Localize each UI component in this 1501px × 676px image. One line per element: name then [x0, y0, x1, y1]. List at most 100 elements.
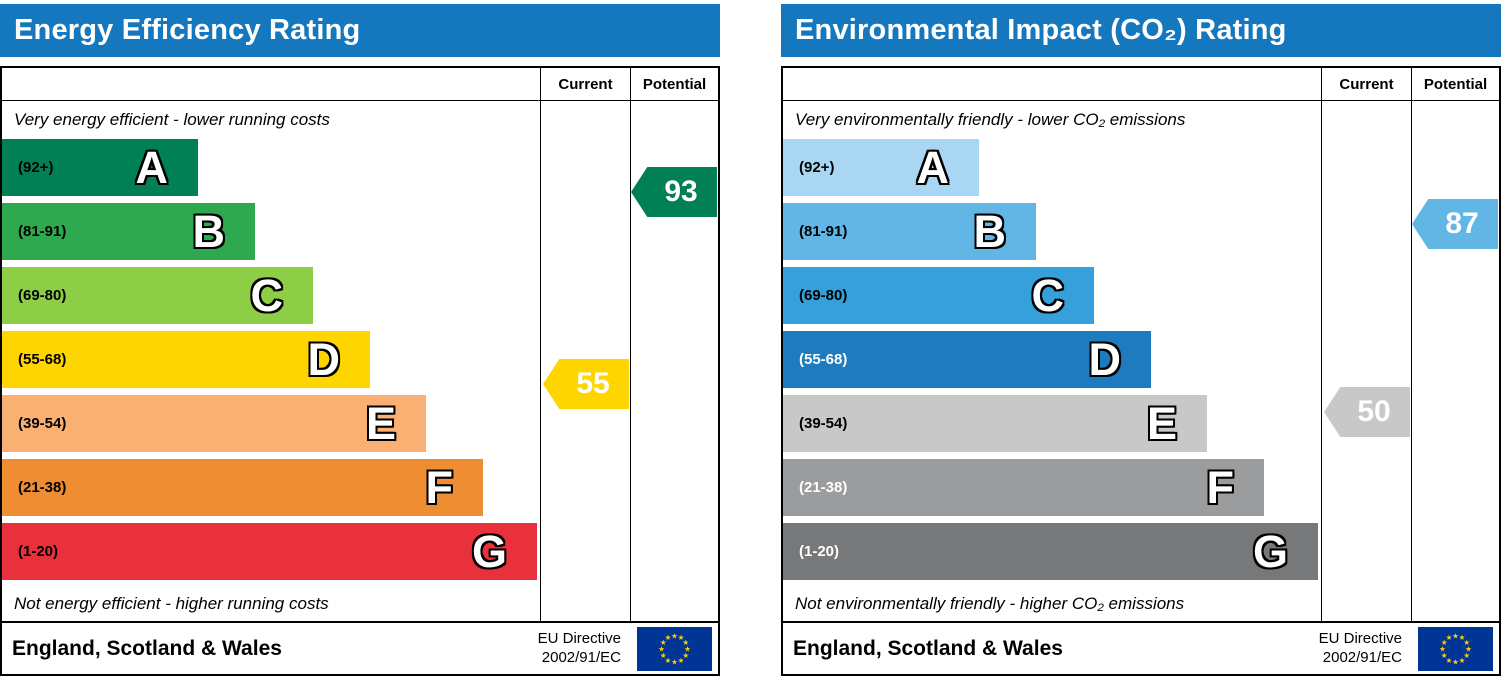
- column-header-current: Current: [1321, 68, 1411, 101]
- band-range: (69-80): [799, 287, 848, 304]
- band-letter: F: [1206, 462, 1235, 513]
- eu-directive-line1: EU Directive: [1318, 629, 1402, 647]
- svg-text:★: ★: [665, 655, 672, 664]
- panel-header: Energy Efficiency Rating: [0, 4, 720, 57]
- eu-flag-stars: ★ ★★ ★★★ ★★★ ★★★: [658, 631, 691, 666]
- band-letter: A: [916, 142, 950, 193]
- band-bar-g: (1-20) G: [2, 523, 537, 580]
- svg-text:★: ★: [1446, 633, 1453, 642]
- band-range: (92+): [799, 159, 835, 176]
- svg-text:★: ★: [1441, 651, 1448, 660]
- band-row-c: (69-80) C: [2, 267, 540, 331]
- eu-directive-label: EU Directive 2002/91/EC: [1319, 630, 1402, 668]
- table-footer: England, Scotland & Wales EU Directive 2…: [783, 621, 1499, 674]
- band-letter: A: [135, 142, 169, 193]
- band-row-e: (39-54) E: [2, 395, 540, 459]
- band-bar-e: (39-54) E: [783, 395, 1207, 452]
- band-letter: E: [1146, 398, 1177, 449]
- band-row-a: (92+) A: [2, 139, 540, 203]
- band-row-g: (1-20) G: [2, 523, 540, 587]
- band-range: (21-38): [18, 479, 67, 496]
- band-row-d: (55-68) D: [783, 331, 1321, 395]
- current-rating-arrow: 50: [1324, 387, 1410, 437]
- svg-text:★: ★: [682, 638, 689, 647]
- svg-text:★: ★: [1459, 633, 1466, 642]
- band-bar-c: (69-80) C: [2, 267, 313, 324]
- band-letter: C: [250, 270, 284, 321]
- band-range: (39-54): [799, 415, 848, 432]
- panel-header: Environmental Impact (CO₂) Rating: [781, 4, 1501, 57]
- band-letter: G: [471, 526, 507, 577]
- panel-title: Energy Efficiency Rating: [14, 14, 361, 46]
- note-bottom: Not energy efficient - higher running co…: [14, 594, 329, 613]
- band-bar-d: (55-68) D: [2, 331, 370, 388]
- band-bar-g: (1-20) G: [783, 523, 1318, 580]
- band-letter: F: [425, 462, 454, 513]
- band-range: (92+): [18, 159, 54, 176]
- eu-directive-line1: EU Directive: [537, 629, 621, 647]
- rating-table: Current Potential Very energy efficient …: [0, 66, 720, 676]
- band-letter: C: [1031, 270, 1065, 321]
- band-letter: G: [1252, 526, 1288, 577]
- table-footer: England, Scotland & Wales EU Directive 2…: [2, 621, 718, 674]
- svg-text:★: ★: [660, 651, 667, 660]
- potential-rating-value: 93: [664, 175, 698, 208]
- svg-text:★: ★: [671, 631, 678, 640]
- band-row-c: (69-80) C: [783, 267, 1321, 331]
- svg-text:★: ★: [1446, 655, 1453, 664]
- eu-flag: ★ ★★ ★★★ ★★★ ★★★: [637, 626, 712, 671]
- svg-text:★: ★: [678, 655, 685, 664]
- svg-text:★: ★: [678, 633, 685, 642]
- current-rating-arrow: 55: [543, 359, 629, 409]
- band-bar-c: (69-80) C: [783, 267, 1094, 324]
- band-bar-b: (81-91) B: [2, 203, 255, 260]
- current-column: 55: [540, 101, 630, 621]
- potential-rating-arrow: 93: [631, 167, 717, 217]
- region-label: England, Scotland & Wales: [793, 636, 1063, 660]
- svg-text:★: ★: [1465, 644, 1472, 653]
- svg-text:★: ★: [1439, 644, 1446, 653]
- current-rating-value: 50: [1357, 395, 1391, 428]
- svg-text:★: ★: [682, 651, 689, 660]
- column-header-potential: Potential: [1411, 68, 1499, 101]
- svg-text:★: ★: [671, 657, 678, 666]
- band-range: (55-68): [18, 351, 67, 368]
- band-row-e: (39-54) E: [783, 395, 1321, 459]
- band-range: (39-54): [18, 415, 67, 432]
- band-range: (81-91): [799, 223, 848, 240]
- svg-text:★: ★: [684, 644, 691, 653]
- band-bar-b: (81-91) B: [783, 203, 1036, 260]
- band-row-d: (55-68) D: [2, 331, 540, 395]
- note-bottom: Not environmentally friendly - higher CO…: [795, 594, 1185, 613]
- band-chart: Very environmentally friendly - lower CO…: [783, 101, 1321, 621]
- rating-table: Current Potential Very environmentally f…: [781, 66, 1501, 676]
- potential-rating-arrow: 87: [1412, 199, 1498, 249]
- column-header-current: Current: [540, 68, 630, 101]
- svg-text:★: ★: [1452, 657, 1459, 666]
- potential-column: 93: [630, 101, 718, 621]
- column-header-potential: Potential: [630, 68, 718, 101]
- band-row-b: (81-91) B: [783, 203, 1321, 267]
- note-top: Very energy efficient - lower running co…: [14, 110, 330, 129]
- band-bar-a: (92+) A: [2, 139, 198, 196]
- region-label: England, Scotland & Wales: [12, 636, 282, 660]
- band-range: (69-80): [18, 287, 67, 304]
- svg-text:★: ★: [1463, 651, 1470, 660]
- band-row-b: (81-91) B: [2, 203, 540, 267]
- panel-title: Environmental Impact (CO₂) Rating: [795, 14, 1287, 46]
- band-row-a: (92+) A: [783, 139, 1321, 203]
- band-row-f: (21-38) F: [2, 459, 540, 523]
- band-range: (1-20): [799, 543, 840, 560]
- band-range: (55-68): [799, 351, 848, 368]
- potential-rating-value: 87: [1445, 207, 1479, 240]
- svg-text:★: ★: [660, 638, 667, 647]
- band-letter: D: [1088, 334, 1122, 385]
- band-range: (1-20): [18, 543, 59, 560]
- band-row-f: (21-38) F: [783, 459, 1321, 523]
- band-letter: E: [365, 398, 396, 449]
- svg-text:★: ★: [658, 644, 665, 653]
- current-rating-value: 55: [576, 367, 610, 400]
- svg-text:★: ★: [1452, 631, 1459, 640]
- band-letter: B: [192, 206, 226, 257]
- eu-directive-line2: 2002/91/EC: [1322, 648, 1402, 666]
